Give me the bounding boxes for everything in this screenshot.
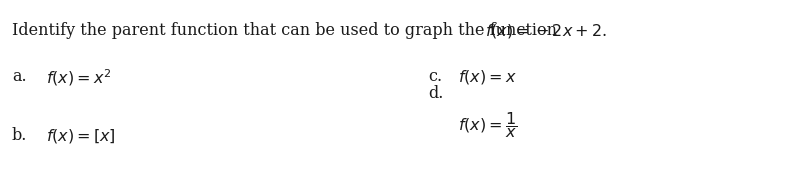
Text: d.: d. — [428, 84, 443, 102]
Text: c.: c. — [428, 68, 442, 85]
Text: Identify the parent function that can be used to graph the function: Identify the parent function that can be… — [12, 22, 557, 39]
Text: $\mathit{f}(x) = x^2$: $\mathit{f}(x) = x^2$ — [46, 68, 112, 88]
Text: $\mathit{f}(x) = \dfrac{1}{x}$: $\mathit{f}(x) = \dfrac{1}{x}$ — [458, 110, 517, 140]
Text: $\mathit{f}(x) = x$: $\mathit{f}(x) = x$ — [458, 68, 517, 86]
Text: a.: a. — [12, 68, 26, 85]
Text: b.: b. — [12, 127, 27, 144]
Text: $\mathit{f}(x) = [x]$: $\mathit{f}(x) = [x]$ — [46, 127, 116, 145]
Text: $\mathit{f}(x) = -2x + 2$.: $\mathit{f}(x) = -2x + 2$. — [485, 22, 606, 40]
